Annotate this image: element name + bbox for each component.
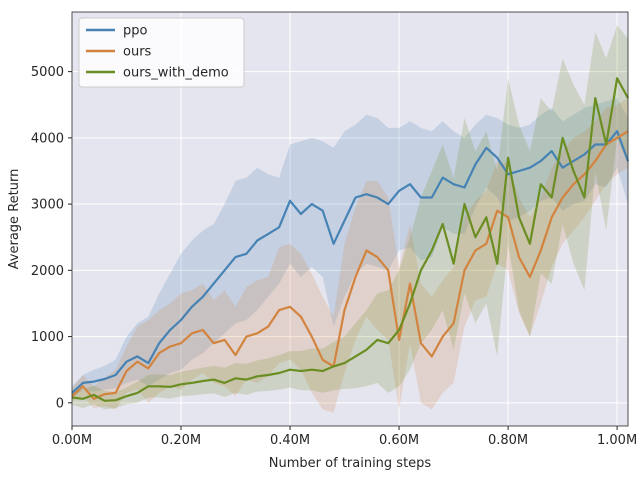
legend-label-ours: ours bbox=[123, 45, 152, 60]
ppo-line bbox=[71, 130, 630, 394]
x-tick-label: 0.40M bbox=[270, 433, 310, 448]
legend: ppo ours ours_with_demo bbox=[78, 17, 245, 88]
y-axis-ticks: 0 1000 2000 3000 4000 5000 bbox=[31, 65, 72, 411]
y-tick-label: 1000 bbox=[31, 330, 64, 345]
axes-frame bbox=[71, 11, 629, 427]
ours-with-demo-band bbox=[72, 25, 628, 410]
ours-band bbox=[72, 98, 628, 413]
x-axis-label: Number of training steps bbox=[269, 456, 432, 471]
y-tick-label: 0 bbox=[56, 396, 64, 411]
y-tick-label: 3000 bbox=[31, 198, 64, 213]
y-tick-label: 5000 bbox=[31, 65, 64, 80]
legend-label-ppo: ppo bbox=[123, 24, 148, 39]
series-lines bbox=[71, 77, 630, 402]
x-tick-label: 0.20M bbox=[161, 433, 201, 448]
x-tick-label: 0.00M bbox=[52, 433, 92, 448]
ours-line bbox=[71, 130, 629, 400]
confidence-bands bbox=[72, 25, 628, 413]
legend-label-ours-with-demo: ours_with_demo bbox=[123, 66, 229, 81]
ppo-band bbox=[72, 98, 628, 399]
x-tick-label: 0.80M bbox=[488, 433, 528, 448]
x-tick-label: 1.00M bbox=[597, 433, 637, 448]
legend-box bbox=[78, 17, 245, 88]
y-tick-label: 4000 bbox=[31, 131, 64, 146]
y-tick-label: 2000 bbox=[31, 264, 64, 279]
x-axis-ticks: 0.00M 0.20M 0.40M 0.60M 0.80M 1.00M bbox=[52, 426, 637, 448]
y-axis-label: Average Return bbox=[7, 169, 22, 270]
x-tick-label: 0.60M bbox=[379, 433, 419, 448]
ours-with-demo-line bbox=[71, 77, 629, 402]
